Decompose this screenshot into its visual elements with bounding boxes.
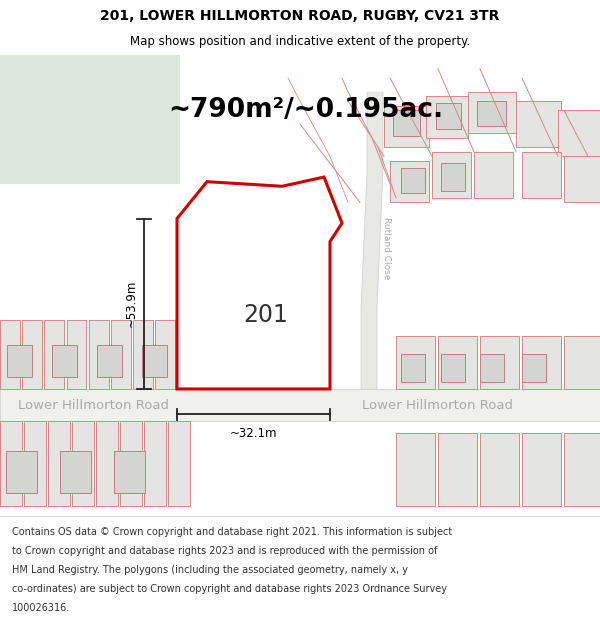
Polygon shape	[558, 110, 600, 156]
Text: Map shows position and indicative extent of the property.: Map shows position and indicative extent…	[130, 35, 470, 48]
Text: to Crown copyright and database rights 2023 and is reproduced with the permissio: to Crown copyright and database rights 2…	[12, 546, 437, 556]
Polygon shape	[474, 152, 513, 198]
Polygon shape	[6, 451, 37, 493]
Polygon shape	[168, 421, 190, 506]
Polygon shape	[22, 320, 42, 389]
Polygon shape	[564, 432, 600, 506]
Polygon shape	[480, 354, 504, 382]
Polygon shape	[155, 320, 175, 389]
Polygon shape	[438, 336, 477, 389]
Polygon shape	[426, 96, 468, 138]
Polygon shape	[67, 320, 86, 389]
Polygon shape	[522, 432, 561, 506]
Polygon shape	[89, 320, 109, 389]
Polygon shape	[401, 168, 425, 193]
Polygon shape	[72, 421, 94, 506]
Polygon shape	[0, 421, 22, 506]
Polygon shape	[133, 320, 153, 389]
Polygon shape	[436, 103, 461, 129]
Text: 201, LOWER HILLMORTON ROAD, RUGBY, CV21 3TR: 201, LOWER HILLMORTON ROAD, RUGBY, CV21 …	[100, 9, 500, 24]
Text: 201: 201	[243, 303, 288, 328]
Text: Contains OS data © Crown copyright and database right 2021. This information is : Contains OS data © Crown copyright and d…	[12, 526, 452, 536]
Polygon shape	[48, 421, 70, 506]
Polygon shape	[177, 177, 342, 389]
Polygon shape	[0, 389, 600, 421]
Polygon shape	[114, 451, 145, 493]
Polygon shape	[396, 432, 435, 506]
Polygon shape	[564, 336, 600, 389]
Polygon shape	[111, 320, 131, 389]
Text: 100026316.: 100026316.	[12, 603, 70, 613]
Polygon shape	[480, 336, 519, 389]
Polygon shape	[120, 421, 142, 506]
Polygon shape	[60, 451, 91, 493]
Polygon shape	[384, 106, 429, 147]
Polygon shape	[24, 421, 46, 506]
Polygon shape	[0, 320, 20, 389]
Polygon shape	[441, 163, 465, 191]
Polygon shape	[477, 101, 506, 126]
Text: co-ordinates) are subject to Crown copyright and database rights 2023 Ordnance S: co-ordinates) are subject to Crown copyr…	[12, 584, 447, 594]
Polygon shape	[178, 320, 197, 389]
Polygon shape	[401, 354, 425, 382]
Polygon shape	[390, 161, 429, 202]
Polygon shape	[438, 432, 477, 506]
Polygon shape	[522, 336, 561, 389]
Polygon shape	[468, 92, 516, 133]
Text: ~53.9m: ~53.9m	[124, 280, 137, 328]
Text: ~790m²/~0.195ac.: ~790m²/~0.195ac.	[168, 98, 443, 123]
Polygon shape	[441, 354, 465, 382]
Text: Lower Hillmorton Road: Lower Hillmorton Road	[362, 399, 514, 412]
Polygon shape	[396, 336, 435, 389]
Polygon shape	[97, 345, 122, 378]
Polygon shape	[7, 345, 32, 378]
Polygon shape	[0, 55, 180, 184]
Polygon shape	[142, 345, 167, 378]
Polygon shape	[393, 110, 420, 136]
Text: Rutland Close: Rutland Close	[382, 217, 391, 279]
Polygon shape	[564, 156, 600, 202]
Polygon shape	[432, 152, 471, 198]
Text: ~32.1m: ~32.1m	[230, 427, 277, 440]
Polygon shape	[522, 354, 546, 382]
Text: HM Land Registry. The polygons (including the associated geometry, namely x, y: HM Land Registry. The polygons (includin…	[12, 565, 408, 575]
Polygon shape	[96, 421, 118, 506]
Polygon shape	[480, 432, 519, 506]
Polygon shape	[144, 421, 166, 506]
Polygon shape	[52, 345, 77, 378]
Text: Lower Hillmorton Road: Lower Hillmorton Road	[17, 399, 169, 412]
Polygon shape	[44, 320, 64, 389]
Polygon shape	[516, 101, 561, 147]
Polygon shape	[522, 152, 561, 198]
